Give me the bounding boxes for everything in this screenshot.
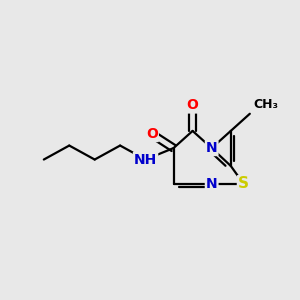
Text: N: N [206,177,218,191]
Text: O: O [187,98,199,112]
Text: O: O [146,127,158,141]
Text: N: N [206,141,218,155]
Text: CH₃: CH₃ [253,98,278,111]
Text: S: S [238,176,249,191]
Text: NH: NH [134,152,157,167]
